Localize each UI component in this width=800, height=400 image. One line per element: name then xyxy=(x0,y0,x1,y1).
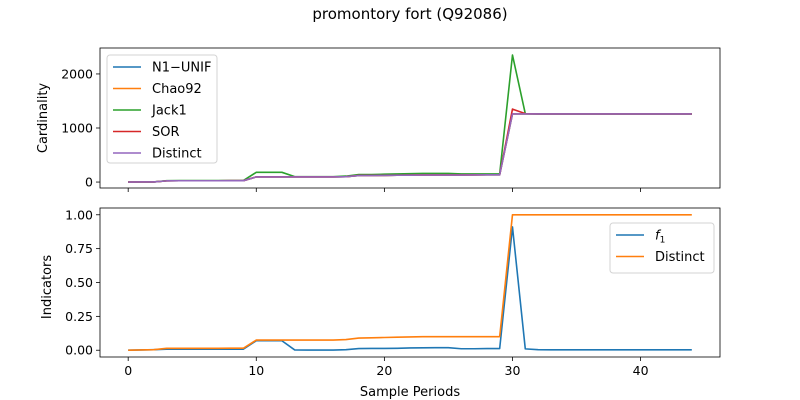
indicators-legend-label-2: Distinct xyxy=(655,250,705,265)
indicators-panel: 0 10 20 30 40 0.00 0.25 0.50 0.75 1.00 Indicators… xyxy=(40,207,721,378)
cardinality-ylabel: Cardinality xyxy=(36,83,51,154)
indicators-xtick-label: 10 xyxy=(248,363,264,378)
cardinality-legend-label-1: N1−UNIF xyxy=(152,61,211,76)
indicators-ytick-label: 0.25 xyxy=(65,309,93,324)
indicators-ytick-label: 0.00 xyxy=(65,343,93,358)
indicators-ylabel: Indicators xyxy=(40,255,55,319)
cardinality-legend-label-5: Distinct xyxy=(152,147,202,162)
indicators-ytick-label: 0.50 xyxy=(65,275,93,290)
cardinality-ytick-label: 1000 xyxy=(61,121,93,136)
indicators-legend-frame xyxy=(609,222,715,274)
cardinality-ytick-label: 0 xyxy=(85,175,93,190)
indicators-series-group xyxy=(128,213,692,352)
cardinality-axes-frame xyxy=(99,47,721,189)
indicators-legend: f1 Distinct xyxy=(609,222,715,274)
cardinality-legend-label-3: Jack1 xyxy=(151,104,187,119)
cardinality-legend-label-4: SOR xyxy=(152,125,180,140)
x-axis-label: Sample Periods xyxy=(360,385,460,400)
cardinality-series-group xyxy=(128,54,692,183)
figure-title: promontory fort (Q92086) xyxy=(312,5,507,23)
cardinality-panel: 0 1000 2000 Cardinality N1−UNIF Chao92 Jack1… xyxy=(36,47,721,192)
cardinality-series-line-5 xyxy=(128,113,692,183)
indicators-series-line-1 xyxy=(128,226,692,352)
indicators-series-line-2 xyxy=(128,213,692,352)
indicators-xtick-label: 0 xyxy=(124,363,132,378)
indicators-legend-label-1: f1 xyxy=(655,229,665,246)
indicators-xtick-label: 30 xyxy=(505,363,521,378)
cardinality-legend-frame xyxy=(106,54,218,164)
cardinality-legend-label-2: Chao92 xyxy=(152,82,202,97)
cardinality-ytick-label: 2000 xyxy=(61,66,93,81)
indicators-ytick-label: 1.00 xyxy=(65,207,93,222)
indicators-ticks: 0 10 20 30 40 0.00 0.25 0.50 0.75 1.00 xyxy=(65,207,648,378)
indicators-ytick-label: 0.75 xyxy=(65,241,93,256)
cardinality-legend: N1−UNIF Chao92 Jack1 SOR Distinct xyxy=(106,54,218,164)
cardinality-ticks: 0 1000 2000 xyxy=(61,66,641,192)
indicators-xtick-label: 40 xyxy=(633,363,649,378)
indicators-xtick-label: 20 xyxy=(376,363,392,378)
